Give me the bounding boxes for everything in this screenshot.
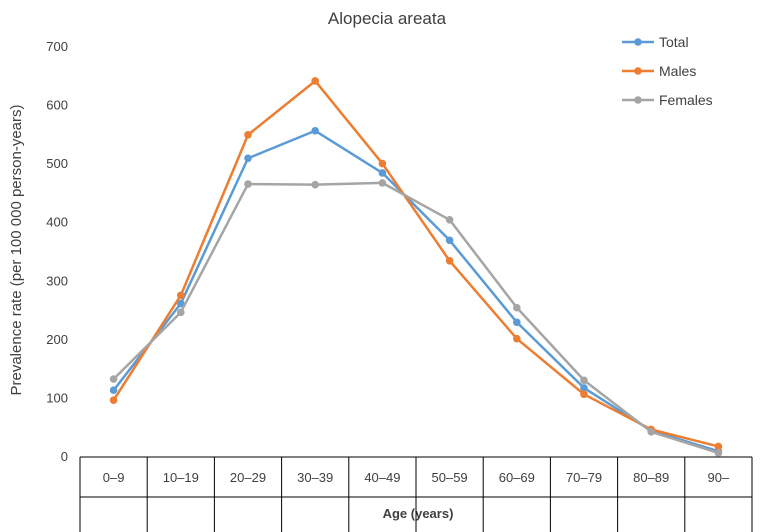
- data-point-males: [445, 256, 454, 265]
- y-tick-label: 700: [46, 39, 68, 54]
- y-tick-label: 400: [46, 215, 68, 230]
- legend-marker-total: [634, 38, 642, 46]
- y-tick-label: 100: [46, 390, 68, 405]
- x-tick-label: 20–29: [230, 470, 266, 485]
- series-line-females: [112, 181, 719, 455]
- data-point-females: [109, 375, 118, 383]
- data-point-total: [244, 154, 252, 163]
- y-tick-label: 300: [46, 273, 68, 288]
- legend-item-total: Total: [622, 34, 689, 50]
- x-tick-label: 30–39: [297, 470, 333, 485]
- chart-title: Alopecia areata: [328, 9, 447, 28]
- x-tick-label: 50–59: [432, 470, 468, 485]
- data-point-males: [513, 334, 521, 343]
- y-tick-label: 600: [46, 98, 68, 113]
- series-line-males: [112, 79, 719, 448]
- legend-marker-males: [634, 67, 642, 75]
- y-tick-label: 200: [46, 332, 68, 347]
- legend-label-total: Total: [659, 34, 689, 50]
- legend-marker-females: [634, 96, 642, 104]
- series-males: [109, 77, 723, 451]
- data-point-males: [177, 291, 185, 300]
- data-point-total: [580, 384, 588, 392]
- x-tick-label: 60–69: [499, 470, 535, 485]
- data-point-males: [714, 442, 723, 451]
- data-point-total: [109, 386, 118, 395]
- legend-item-males: Males: [622, 63, 696, 79]
- series-line-total: [112, 129, 719, 453]
- data-point-males: [244, 131, 252, 139]
- data-point-females: [714, 449, 723, 457]
- legend-label-males: Males: [659, 63, 696, 79]
- data-point-females: [647, 428, 655, 436]
- series-females: [109, 179, 723, 457]
- data-point-total: [378, 169, 387, 177]
- x-tick-label: 80–89: [633, 470, 669, 485]
- x-axis-label: Age (years): [383, 506, 454, 521]
- y-tick-label: 0: [61, 449, 68, 464]
- data-point-females: [580, 376, 588, 385]
- x-tick-label: 0–9: [103, 470, 125, 485]
- series-total: [109, 126, 723, 455]
- data-point-males: [311, 77, 320, 85]
- x-tick-label: 10–19: [163, 470, 199, 485]
- data-point-total: [513, 318, 521, 327]
- x-tick-label: 90–: [708, 470, 730, 485]
- y-axis-label: Prevalence rate (per 100 000 person-year…: [8, 105, 25, 396]
- x-tick-label: 40–49: [364, 470, 400, 485]
- data-point-females: [311, 180, 320, 189]
- data-point-males: [378, 159, 387, 168]
- data-point-females: [244, 180, 252, 188]
- data-point-females: [378, 179, 387, 187]
- y-tick-label: 500: [46, 156, 68, 171]
- data-point-males: [580, 390, 588, 399]
- legend-item-females: Females: [622, 92, 713, 108]
- data-point-total: [445, 236, 454, 245]
- x-tick-label: 70–79: [566, 470, 602, 485]
- data-point-females: [445, 215, 454, 224]
- data-point-females: [513, 303, 521, 312]
- legend-label-females: Females: [659, 92, 713, 108]
- data-point-males: [109, 396, 118, 404]
- data-point-total: [311, 126, 320, 135]
- data-point-females: [177, 308, 185, 317]
- data-point-total: [177, 299, 185, 308]
